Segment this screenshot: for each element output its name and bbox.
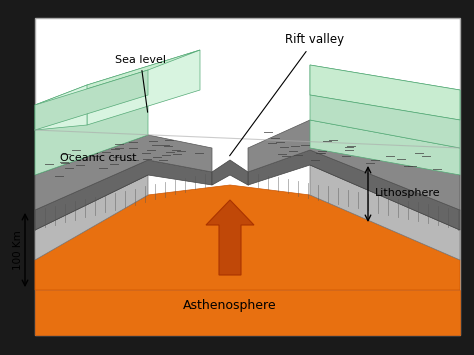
Text: Asthenosphere: Asthenosphere	[183, 299, 277, 311]
Polygon shape	[310, 65, 460, 120]
Text: 100 Km: 100 Km	[13, 230, 23, 270]
Polygon shape	[248, 120, 460, 210]
Polygon shape	[35, 175, 148, 260]
Polygon shape	[310, 150, 460, 230]
Polygon shape	[35, 95, 148, 175]
Polygon shape	[35, 160, 212, 230]
Polygon shape	[212, 160, 248, 185]
Polygon shape	[310, 165, 460, 260]
FancyArrow shape	[206, 200, 254, 275]
Polygon shape	[35, 185, 460, 290]
Polygon shape	[87, 50, 200, 125]
Polygon shape	[35, 135, 212, 210]
Text: Sea level: Sea level	[115, 55, 166, 112]
Polygon shape	[248, 150, 460, 230]
Polygon shape	[35, 85, 87, 130]
Polygon shape	[310, 65, 460, 120]
Polygon shape	[35, 160, 148, 230]
Polygon shape	[35, 290, 460, 335]
Polygon shape	[35, 70, 148, 130]
Text: Oceanic crust: Oceanic crust	[60, 153, 137, 163]
Polygon shape	[310, 95, 460, 148]
Polygon shape	[35, 18, 460, 335]
Text: Lithosphere: Lithosphere	[375, 188, 441, 198]
Polygon shape	[310, 120, 460, 175]
Polygon shape	[35, 50, 200, 105]
Text: Rift valley: Rift valley	[229, 33, 344, 156]
